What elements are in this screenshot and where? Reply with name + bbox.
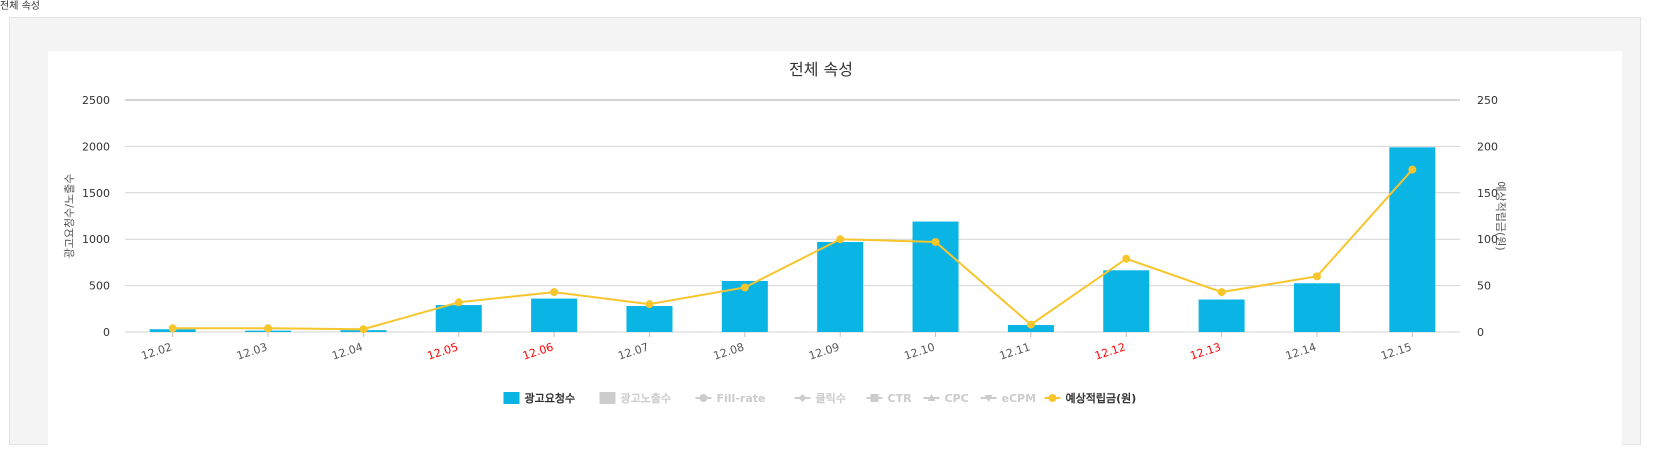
y-right-tick-label: 100: [1477, 233, 1498, 246]
legend-marker: [984, 395, 993, 402]
y-axis-left-label: 광고요청수/노출수: [63, 174, 76, 259]
legend-label: 광고요청수: [525, 391, 576, 405]
legend-label: Fill-rate: [717, 392, 766, 405]
legend-item[interactable]: eCPM: [980, 392, 1037, 405]
legend-marker: [927, 394, 936, 401]
y-axis-right-label: 예상적립금(원): [1494, 181, 1507, 250]
y-right-tick-label: 200: [1477, 140, 1498, 153]
chart-svg: 전체 속성 0 500 1000 1500 2000 2500 0 50 100 150 200 2…: [63, 60, 1507, 405]
legend-marker: [1048, 394, 1057, 402]
line-path: [172, 168, 1414, 331]
y-left-tick-label: 1000: [82, 233, 110, 246]
x-tick-label: 12.12: [1093, 340, 1127, 362]
x-tick-label: 12.08: [712, 340, 746, 362]
y-right-tick-label: 50: [1477, 280, 1491, 293]
bar[interactable]: [435, 305, 482, 332]
line-point[interactable]: [264, 324, 273, 333]
y-left-tick-label: 500: [89, 280, 110, 293]
legend-item[interactable]: CTR: [866, 392, 913, 405]
x-tick-label: 12.05: [426, 340, 460, 362]
y-left-tick-label: 1500: [82, 187, 110, 200]
x-tick-label: 12.02: [140, 340, 174, 362]
legend-item[interactable]: 예상적립금(원): [1044, 391, 1137, 405]
legend-label: 광고노출수: [621, 391, 672, 405]
legend-item[interactable]: CPC: [923, 392, 969, 405]
legend-swatch: [503, 392, 520, 404]
x-tick-label: 12.10: [902, 340, 936, 362]
legend-label: 예상적립금(원): [1066, 391, 1137, 405]
legend-marker: [699, 394, 708, 402]
legend-marker: [870, 394, 879, 402]
line-point[interactable]: [1026, 320, 1035, 329]
chart-panel: 전체 속성 0 500 1000 1500 2000 2500 0 50 100 150 200 2…: [9, 17, 1641, 447]
x-tick-label: 12.15: [1379, 340, 1413, 362]
page-top-label: 전체 속성: [0, 1, 40, 12]
legend-item[interactable]: 클릭수: [794, 392, 846, 405]
chart-title: 전체 속성: [789, 60, 853, 79]
legend-item[interactable]: 광고요청수: [503, 391, 576, 405]
grid-lines: [125, 99, 1460, 333]
legend-label: CPC: [945, 392, 969, 405]
line-point[interactable]: [359, 325, 368, 334]
legend-marker: [798, 394, 807, 402]
line-point[interactable]: [1122, 254, 1131, 263]
x-tick-label: 12.07: [616, 340, 650, 362]
line-point[interactable]: [168, 324, 177, 333]
line-point[interactable]: [1217, 288, 1226, 297]
legend-label: CTR: [888, 392, 913, 405]
bar-series: [149, 147, 1436, 332]
legend-item[interactable]: 광고노출수: [599, 391, 672, 405]
line-point[interactable]: [454, 298, 463, 307]
x-tick-label: 12.03: [235, 340, 269, 362]
bar[interactable]: [1389, 147, 1436, 332]
y-left-tick-label: 2000: [82, 140, 110, 153]
line-point[interactable]: [836, 235, 845, 244]
line-series: [168, 165, 1417, 334]
bar[interactable]: [531, 298, 578, 332]
y-right-tick-label: 0: [1477, 326, 1484, 339]
line-point[interactable]: [931, 237, 940, 246]
x-tick-label: 12.14: [1284, 340, 1318, 362]
legend-item[interactable]: Fill-rate: [695, 392, 766, 405]
line-point[interactable]: [740, 283, 749, 292]
x-tick-label: 12.11: [998, 340, 1032, 362]
y-right-tick-label: 250: [1477, 94, 1498, 107]
legend: 광고요청수 광고노출수 Fill-rate 클릭수 CTR CPC eCPM 예상적립금(원): [503, 391, 1137, 405]
y-left-tick-label: 0: [103, 326, 110, 339]
chart-card: 전체 속성 0 500 1000 1500 2000 2500 0 50 100 150 200 2…: [48, 51, 1622, 447]
x-tick-label: 12.04: [330, 340, 364, 362]
bar[interactable]: [1198, 299, 1245, 332]
bar[interactable]: [626, 306, 673, 332]
line-point[interactable]: [550, 288, 559, 297]
y-left-tick-label: 2500: [82, 94, 110, 107]
legend-swatch: [599, 392, 616, 404]
line-point[interactable]: [1312, 272, 1321, 281]
line-point[interactable]: [645, 300, 654, 309]
x-axis-ticks: 12.02 12.03 12.04 12.05 12.06 12.07 12.08 12.09…: [140, 332, 1413, 363]
y-axis-right: 0 50 100 150 200 250: [1477, 94, 1498, 339]
x-tick-label: 12.13: [1189, 340, 1223, 362]
line-point[interactable]: [1408, 165, 1417, 174]
bar[interactable]: [817, 241, 864, 332]
bar[interactable]: [1293, 283, 1340, 332]
bar[interactable]: [1103, 270, 1150, 332]
legend-label: 클릭수: [816, 392, 846, 405]
x-tick-label: 12.09: [807, 340, 841, 362]
y-right-tick-label: 150: [1477, 187, 1498, 200]
x-tick-label: 12.06: [521, 340, 555, 362]
legend-label: eCPM: [1002, 392, 1037, 405]
y-axis-left: 0 500 1000 1500 2000 2500: [82, 94, 110, 339]
